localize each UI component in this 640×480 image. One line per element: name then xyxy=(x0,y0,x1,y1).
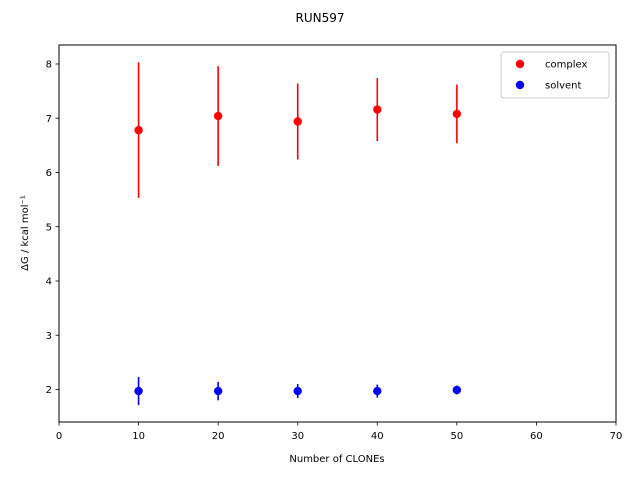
complex-point xyxy=(373,105,382,114)
x-tick-label: 40 xyxy=(371,431,384,442)
y-tick-label: 8 xyxy=(46,60,52,71)
chart-title: RUN597 xyxy=(295,11,344,25)
solvent-point xyxy=(452,385,462,395)
y-axis-label: ΔG / kcal mol⁻¹ xyxy=(20,195,31,271)
y-tick-label: 5 xyxy=(46,222,52,233)
y-tick-label: 7 xyxy=(46,114,52,125)
legend-marker-solvent xyxy=(515,80,525,90)
complex-point xyxy=(293,117,302,126)
x-tick-label: 20 xyxy=(212,431,225,442)
x-tick-label: 10 xyxy=(132,431,145,442)
solvent-point xyxy=(213,386,223,396)
solvent-point xyxy=(293,386,302,396)
legend-marker-complex xyxy=(515,59,525,69)
legend: complex solvent xyxy=(500,51,610,99)
x-tick-label: 0 xyxy=(56,431,62,442)
complex-point xyxy=(452,109,462,119)
y-tick-label: 6 xyxy=(46,168,52,179)
complex-point xyxy=(213,111,223,121)
x-tick-label: 30 xyxy=(291,431,304,442)
x-tick-label: 60 xyxy=(530,431,543,442)
x-tick-label: 70 xyxy=(610,431,623,442)
legend-frame xyxy=(500,51,610,99)
solvent-point xyxy=(373,386,382,396)
x-tick-label: 50 xyxy=(450,431,463,442)
y-tick-label: 4 xyxy=(46,277,52,288)
plot-area-frame xyxy=(58,44,617,423)
complex-point xyxy=(134,125,143,135)
y-tick-label: 3 xyxy=(46,331,52,342)
y-tick-label: 2 xyxy=(46,385,52,396)
plot-marks xyxy=(134,62,462,406)
x-axis-label: Number of CLONEs xyxy=(289,454,384,465)
legend-label-solvent: solvent xyxy=(545,81,582,92)
legend-label-complex: complex xyxy=(545,60,587,71)
solvent-point xyxy=(134,386,143,396)
y-axis: 2 3 4 5 6 7 8 xyxy=(46,60,59,396)
x-axis: 0 10 20 30 40 50 60 70 xyxy=(56,422,623,442)
